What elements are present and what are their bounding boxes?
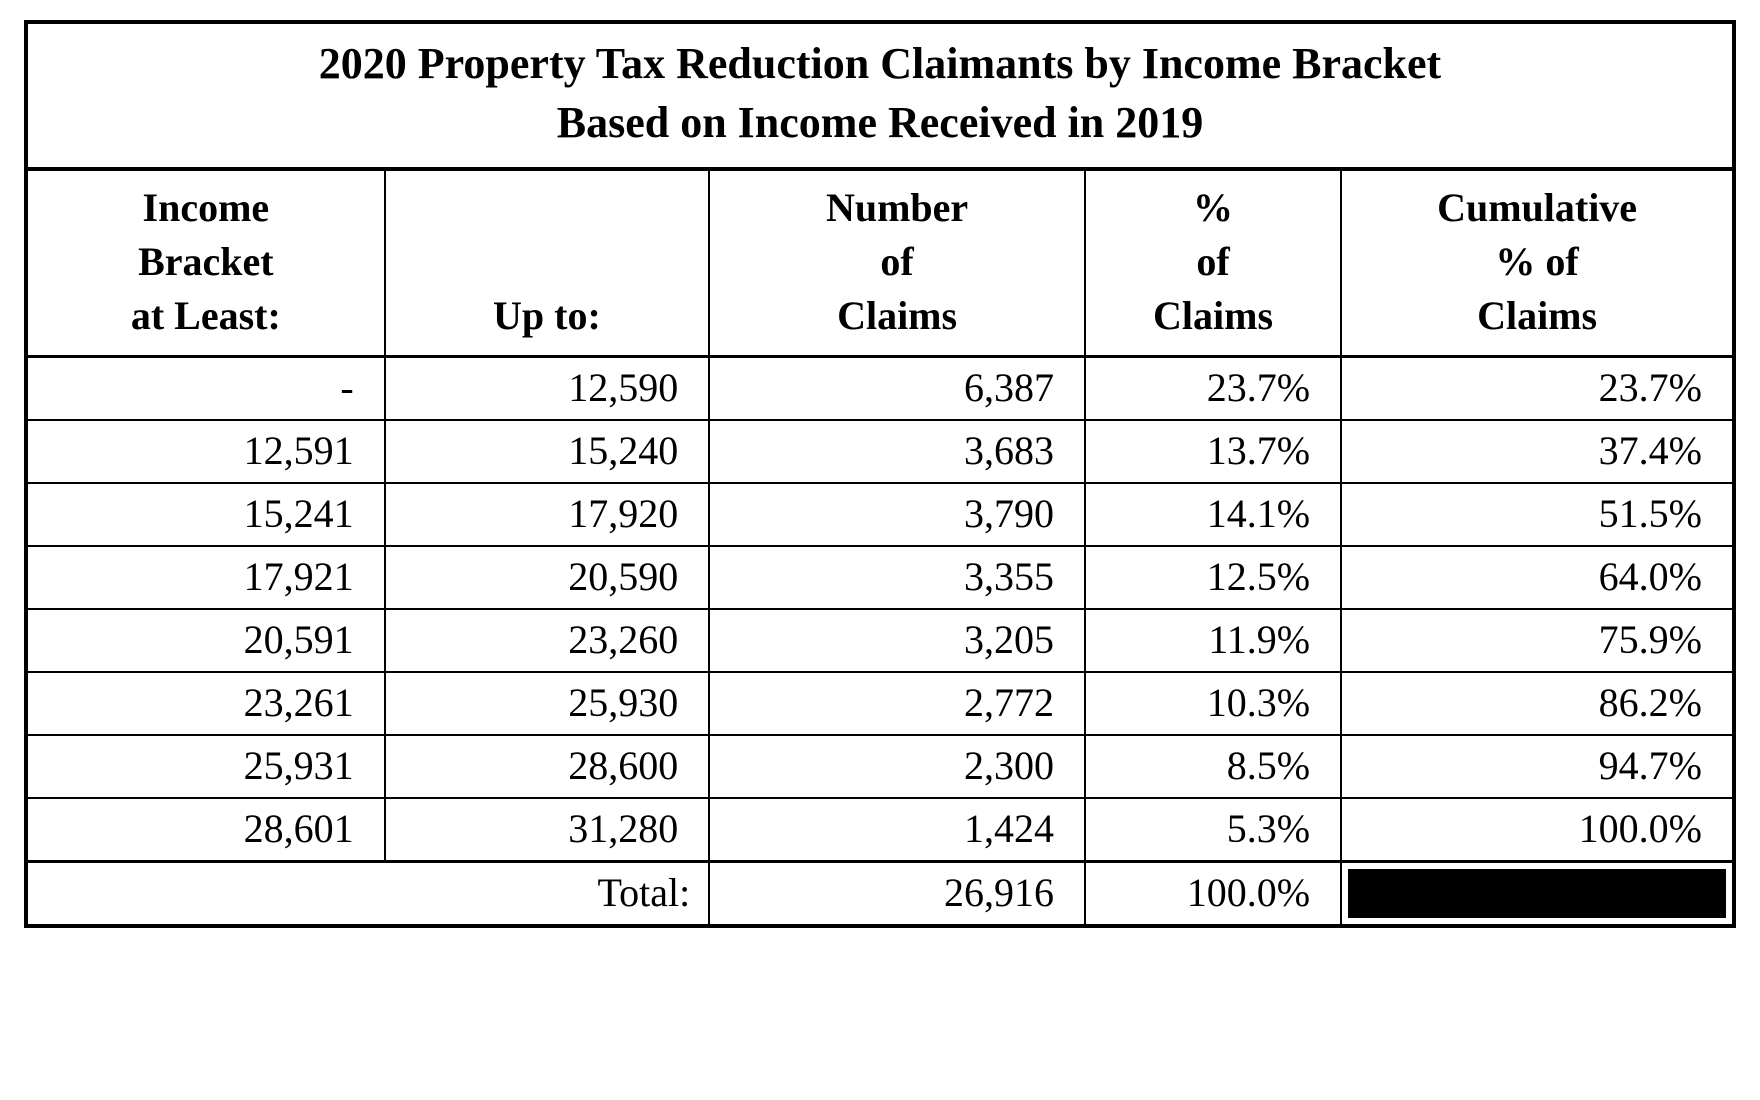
claimants-table: 2020 Property Tax Reduction Claimants by…	[24, 20, 1736, 928]
total-claims: 26,916	[709, 861, 1085, 926]
col-header-up-to: Up to:	[385, 169, 710, 357]
cell-up-to: 17,920	[385, 483, 710, 546]
redacted-cell	[1341, 861, 1734, 926]
cell-at-least: 25,931	[26, 735, 385, 798]
title-line-1: 2020 Property Tax Reduction Claimants by…	[319, 39, 1441, 88]
table-row: 25,931 28,600 2,300 8.5% 94.7%	[26, 735, 1734, 798]
cell-up-to: 28,600	[385, 735, 710, 798]
cell-pct: 8.5%	[1085, 735, 1341, 798]
total-label: Total:	[26, 861, 709, 926]
table-row: 28,601 31,280 1,424 5.3% 100.0%	[26, 798, 1734, 862]
cell-at-least: 20,591	[26, 609, 385, 672]
cell-at-least: 15,241	[26, 483, 385, 546]
cell-up-to: 23,260	[385, 609, 710, 672]
cell-cum-pct: 100.0%	[1341, 798, 1734, 862]
cell-cum-pct: 64.0%	[1341, 546, 1734, 609]
table-row: 20,591 23,260 3,205 11.9% 75.9%	[26, 609, 1734, 672]
cell-cum-pct: 37.4%	[1341, 420, 1734, 483]
total-pct: 100.0%	[1085, 861, 1341, 926]
cell-cum-pct: 75.9%	[1341, 609, 1734, 672]
cell-at-least: 17,921	[26, 546, 385, 609]
cell-up-to: 31,280	[385, 798, 710, 862]
cell-pct: 12.5%	[1085, 546, 1341, 609]
total-row: Total: 26,916 100.0%	[26, 861, 1734, 926]
title-line-2: Based on Income Received in 2019	[557, 98, 1204, 147]
cell-up-to: 20,590	[385, 546, 710, 609]
cell-up-to: 15,240	[385, 420, 710, 483]
table-row: 23,261 25,930 2,772 10.3% 86.2%	[26, 672, 1734, 735]
cell-pct: 11.9%	[1085, 609, 1341, 672]
table-row: 17,921 20,590 3,355 12.5% 64.0%	[26, 546, 1734, 609]
cell-at-least: 23,261	[26, 672, 385, 735]
cell-cum-pct: 94.7%	[1341, 735, 1734, 798]
cell-pct: 14.1%	[1085, 483, 1341, 546]
cell-cum-pct: 86.2%	[1341, 672, 1734, 735]
col-header-income-bracket-at-least: Income Bracket at Least:	[26, 169, 385, 357]
cell-at-least: -	[26, 356, 385, 420]
cell-pct: 5.3%	[1085, 798, 1341, 862]
cell-claims: 3,205	[709, 609, 1085, 672]
cell-claims: 6,387	[709, 356, 1085, 420]
table-title: 2020 Property Tax Reduction Claimants by…	[24, 20, 1736, 167]
cell-pct: 23.7%	[1085, 356, 1341, 420]
cell-at-least: 12,591	[26, 420, 385, 483]
cell-pct: 10.3%	[1085, 672, 1341, 735]
page: 2020 Property Tax Reduction Claimants by…	[0, 0, 1760, 1100]
table-row: 15,241 17,920 3,790 14.1% 51.5%	[26, 483, 1734, 546]
cell-at-least: 28,601	[26, 798, 385, 862]
cell-claims: 1,424	[709, 798, 1085, 862]
table-row: 12,591 15,240 3,683 13.7% 37.4%	[26, 420, 1734, 483]
col-header-number-of-claims: Number of Claims	[709, 169, 1085, 357]
cell-up-to: 12,590	[385, 356, 710, 420]
cell-claims: 2,300	[709, 735, 1085, 798]
col-header-pct-of-claims: % of Claims	[1085, 169, 1341, 357]
cell-cum-pct: 23.7%	[1341, 356, 1734, 420]
cell-claims: 3,355	[709, 546, 1085, 609]
col-header-cumulative-pct-of-claims: Cumulative % of Claims	[1341, 169, 1734, 357]
cell-cum-pct: 51.5%	[1341, 483, 1734, 546]
redaction-block	[1348, 869, 1726, 918]
header-row: Income Bracket at Least: Up to: Number o…	[26, 169, 1734, 357]
table-body: - 12,590 6,387 23.7% 23.7% 12,591 15,240…	[26, 356, 1734, 926]
cell-claims: 3,790	[709, 483, 1085, 546]
cell-pct: 13.7%	[1085, 420, 1341, 483]
table-row: - 12,590 6,387 23.7% 23.7%	[26, 356, 1734, 420]
cell-claims: 3,683	[709, 420, 1085, 483]
cell-up-to: 25,930	[385, 672, 710, 735]
cell-claims: 2,772	[709, 672, 1085, 735]
